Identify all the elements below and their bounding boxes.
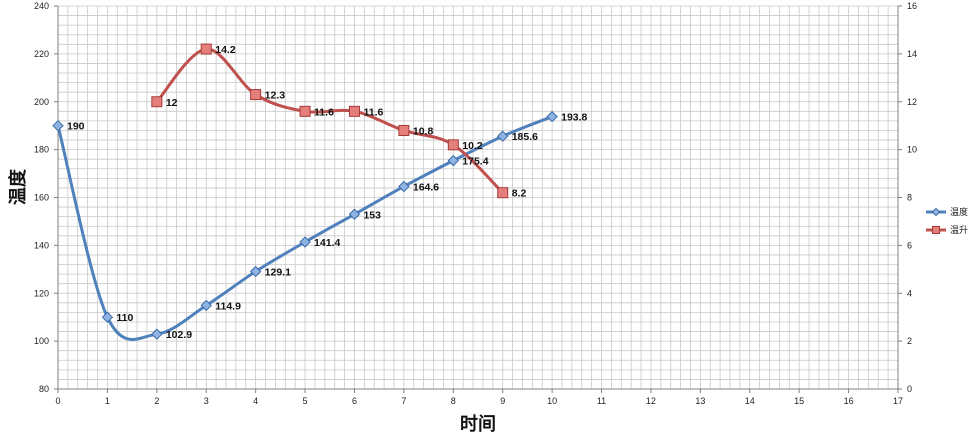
data-point-marker	[52, 119, 64, 132]
y-tick-label: 240	[34, 1, 49, 11]
data-point-marker	[151, 96, 163, 108]
data-label: 153	[363, 209, 381, 221]
data-label: 114.9	[215, 300, 241, 312]
y2-tick-label: 2	[907, 336, 912, 346]
y2-tick-label: 10	[907, 145, 917, 155]
x-tick-label: 8	[451, 396, 456, 406]
y2-tick-label: 14	[907, 49, 917, 59]
legend-marker	[932, 226, 940, 234]
data-point-marker	[200, 43, 212, 55]
data-label: 129.1	[265, 266, 291, 278]
x-tick-label: 7	[401, 396, 406, 406]
data-point-marker	[249, 265, 262, 278]
data-point-marker	[101, 311, 114, 323]
x-tick-label: 16	[844, 396, 854, 406]
data-point-marker	[250, 89, 262, 101]
y-tick-label: 140	[34, 240, 49, 250]
data-labels: 190 110 102.9 114.9 129.1 141.4 153 164.6 175.4 1…	[67, 44, 588, 341]
x-tick-label: 6	[352, 396, 357, 406]
data-label: 10.2	[462, 140, 483, 152]
x-tick-label: 5	[303, 396, 308, 406]
data-label: 110	[116, 312, 133, 324]
x-tick-label: 15	[794, 396, 804, 406]
data-label: 190	[67, 121, 85, 133]
grid-lines	[57, 5, 899, 390]
data-label: 175.4	[462, 156, 488, 168]
data-point-marker	[497, 187, 509, 199]
data-point-marker	[398, 124, 410, 136]
x-tick-label: 13	[695, 396, 705, 406]
series-markers	[52, 43, 558, 340]
x-axis-title: 时间	[460, 414, 496, 435]
data-label: 193.8	[561, 112, 587, 124]
x-tick-label: 3	[204, 396, 209, 406]
x-tick-label: 11	[597, 396, 606, 406]
y-axis-title: 温度	[7, 168, 29, 205]
data-point-marker	[496, 130, 509, 142]
data-point-marker	[447, 139, 459, 151]
legend-marker	[931, 207, 941, 217]
data-label: 14.2	[215, 44, 236, 56]
y-tick-label: 120	[34, 288, 49, 298]
data-label: 8.2	[512, 188, 527, 200]
x-tick-label: 9	[500, 396, 505, 406]
data-label: 11.6	[363, 106, 383, 118]
legend-label: 温升	[950, 225, 968, 236]
data-point-marker	[348, 208, 361, 220]
x-tick-label: 1	[105, 396, 110, 406]
x-tick-label: 12	[646, 396, 656, 406]
y-tick-label: 160	[34, 193, 49, 203]
x-tick-label: 17	[893, 396, 903, 406]
axes: 8010012014016018020022024002468101214160…	[34, 1, 917, 406]
legend-label: 温度	[950, 206, 968, 218]
x-tick-label: 0	[55, 396, 60, 406]
x-tick-label: 14	[745, 396, 755, 406]
data-label: 102.9	[166, 329, 192, 341]
y2-tick-label: 12	[907, 97, 917, 107]
data-label: 164.6	[413, 181, 439, 193]
y2-tick-label: 16	[907, 1, 917, 11]
data-point-marker	[447, 154, 460, 167]
data-label: 11.6	[314, 106, 334, 118]
data-point-marker	[348, 105, 360, 117]
data-point-marker	[151, 328, 163, 340]
data-label: 12.3	[265, 90, 286, 102]
data-label: 12	[166, 97, 178, 109]
y2-tick-label: 4	[907, 288, 912, 298]
y2-tick-label: 6	[907, 240, 912, 250]
data-point-marker	[299, 105, 311, 117]
data-point-marker	[398, 180, 410, 193]
y-tick-label: 220	[34, 49, 49, 59]
y-tick-label: 180	[34, 145, 49, 155]
y-tick-label: 100	[34, 336, 49, 346]
y2-tick-label: 8	[907, 193, 912, 203]
data-label: 141.4	[314, 237, 340, 249]
x-tick-label: 10	[547, 396, 557, 406]
data-point-marker	[200, 299, 212, 312]
data-label: 10.8	[413, 125, 434, 137]
data-point-marker	[546, 110, 558, 123]
x-tick-label: 2	[154, 396, 159, 406]
data-label: 185.6	[512, 131, 538, 143]
y2-tick-label: 0	[907, 384, 912, 394]
x-tick-label: 4	[253, 396, 258, 406]
data-point-marker	[299, 236, 311, 248]
y-tick-label: 200	[34, 97, 49, 107]
y-tick-label: 80	[39, 384, 49, 394]
